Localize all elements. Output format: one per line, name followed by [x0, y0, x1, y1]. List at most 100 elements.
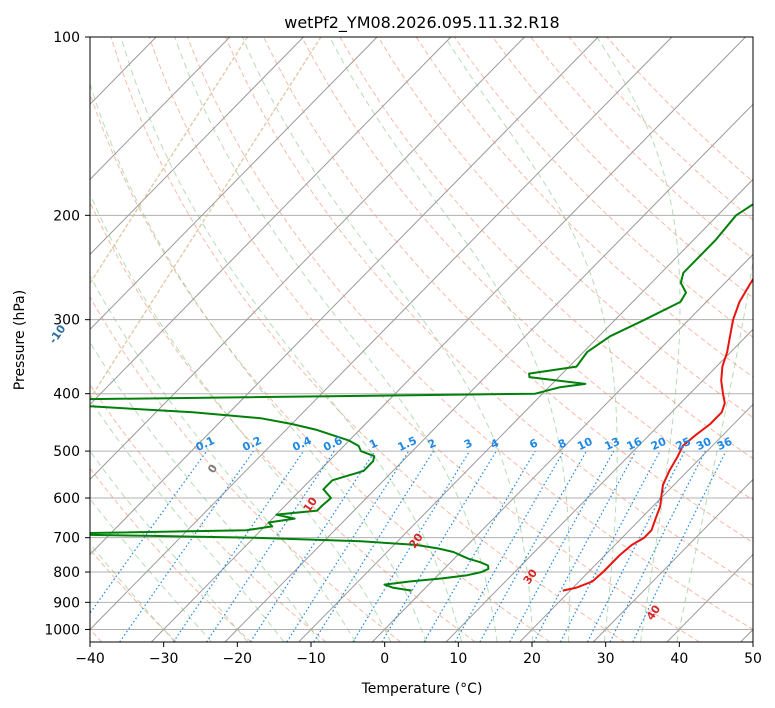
moist-adiabat-line	[90, 274, 356, 642]
background-lines	[90, 37, 753, 642]
line-labels: 0.10.20.40.611.52346810131620253036-100-…	[0, 292, 735, 623]
x-tick-label: 40	[670, 651, 688, 667]
mixing-ratio-line	[533, 450, 637, 642]
y-tick-label: 500	[53, 444, 80, 460]
mixing-ratio-line	[423, 450, 536, 642]
y-tick-label: 200	[53, 208, 80, 224]
moist-adiabat-line	[676, 258, 753, 642]
isotherm-line	[90, 37, 304, 256]
dry-adiabat-line	[453, 37, 753, 338]
mixing-ratio-label: 2	[426, 436, 438, 451]
mixing-ratio-label: 36	[715, 435, 735, 453]
dry-adiabat-line	[568, 37, 753, 221]
mixing-ratio-label: 10	[575, 435, 595, 453]
mixing-ratio-line	[454, 450, 565, 642]
x-tick-label: −20	[223, 651, 253, 667]
mixing-ratio-line	[479, 450, 587, 642]
moist-adiabat-line	[90, 341, 321, 642]
moist-adiabat-line	[90, 497, 212, 642]
mixing-ratio-line	[206, 450, 335, 642]
mixing-ratio-label: 13	[603, 435, 622, 453]
temperature-profile	[562, 277, 753, 592]
dry-adiabat-line	[90, 548, 177, 642]
mixing-ratio-line	[586, 450, 686, 642]
dewpoint-profile	[90, 203, 753, 592]
y-tick-label: 100	[53, 30, 80, 46]
y-tick-label: 600	[53, 491, 80, 507]
mixing-ratio-line	[381, 450, 497, 642]
isotherm-line	[592, 478, 753, 642]
mixing-ratio-label: 20	[649, 435, 669, 453]
isotherm-line	[90, 37, 525, 481]
dry-adiabat-label: 30	[521, 566, 541, 586]
y-axis-label: Pressure (hPa)	[12, 290, 28, 390]
isotherm-line	[150, 37, 746, 642]
mixing-ratio-line	[249, 450, 376, 642]
mixing-ratio-label: 16	[625, 435, 645, 453]
dry-adiabat-line	[90, 295, 401, 642]
moist-adiabat-line	[174, 37, 498, 642]
mixing-ratio-line	[286, 450, 410, 642]
dry-adiabat-label: 40	[644, 602, 664, 622]
mixing-ratio-line	[119, 450, 254, 642]
moist-adiabat-line	[90, 398, 285, 642]
x-tick-label: 20	[523, 651, 541, 667]
dry-adiabat-line	[530, 37, 753, 260]
y-tick-label: 300	[53, 313, 80, 329]
mixing-ratio-label: 30	[694, 435, 714, 453]
isotherm-line	[90, 37, 452, 406]
dry-adiabat-line	[186, 37, 753, 630]
dry-adiabat-line	[301, 37, 753, 501]
y-tick-label: 700	[53, 531, 80, 547]
moist-adiabat-line	[90, 82, 427, 642]
x-axis-label: Temperature (°C)	[361, 681, 483, 697]
isotherm-line	[740, 628, 753, 642]
mixing-ratio-label: 25	[674, 435, 693, 453]
profiles	[90, 203, 753, 592]
isotherm-line	[445, 328, 753, 642]
moist-adiabat-line	[120, 37, 463, 642]
dry-adiabat-line	[492, 37, 753, 299]
mixing-ratio-line	[509, 450, 615, 642]
x-tick-label: −10	[296, 651, 326, 667]
isotherm-line	[90, 37, 599, 556]
x-tick-label: −40	[75, 651, 105, 667]
isotherm-line	[90, 37, 673, 631]
dry-adiabat-line	[90, 383, 327, 642]
y-tick-label: 1000	[44, 622, 80, 638]
mixing-ratio-label: 3	[462, 436, 474, 451]
y-tick-label: 400	[53, 387, 80, 403]
y-axis: 100 200 300 400 500 600 700 800 900 1000	[44, 30, 90, 638]
dry-adiabat-line	[263, 37, 753, 544]
dry-adiabat-line	[90, 201, 476, 642]
plot-frame	[89, 36, 754, 643]
moist-adiabat-line	[596, 37, 681, 642]
special-curve	[90, 37, 322, 400]
isotherm-line	[371, 253, 753, 642]
x-tick-label: −30	[149, 651, 179, 667]
moist-adiabat-line	[444, 37, 618, 642]
isotherm-line	[519, 403, 753, 642]
dry-adiabat-line	[225, 37, 753, 587]
isotherm-line	[224, 103, 753, 642]
y-tick-label: 800	[53, 565, 80, 581]
dry-adiabat-line	[148, 37, 700, 642]
dry-adiabat-line	[110, 37, 625, 642]
isotherm-line	[298, 178, 753, 642]
dry-adiabat-line	[90, 92, 551, 642]
moist-adiabat-line	[241, 37, 534, 642]
mixing-ratio-line	[609, 450, 706, 642]
isotherm-line	[90, 37, 378, 331]
y-tick-label: 900	[53, 595, 80, 611]
isotherm-line	[90, 37, 231, 181]
special-curve	[90, 37, 248, 285]
mixing-ratio-line	[352, 450, 471, 642]
dry-adiabat-label: 20	[406, 531, 426, 551]
x-tick-label: 10	[449, 651, 467, 667]
mixing-ratio-line	[172, 450, 304, 642]
moist-adiabat-line	[90, 193, 392, 642]
mixing-ratio-label: 4	[489, 436, 502, 451]
moist-adiabat-line	[90, 450, 249, 642]
isotherm-line	[666, 553, 753, 642]
